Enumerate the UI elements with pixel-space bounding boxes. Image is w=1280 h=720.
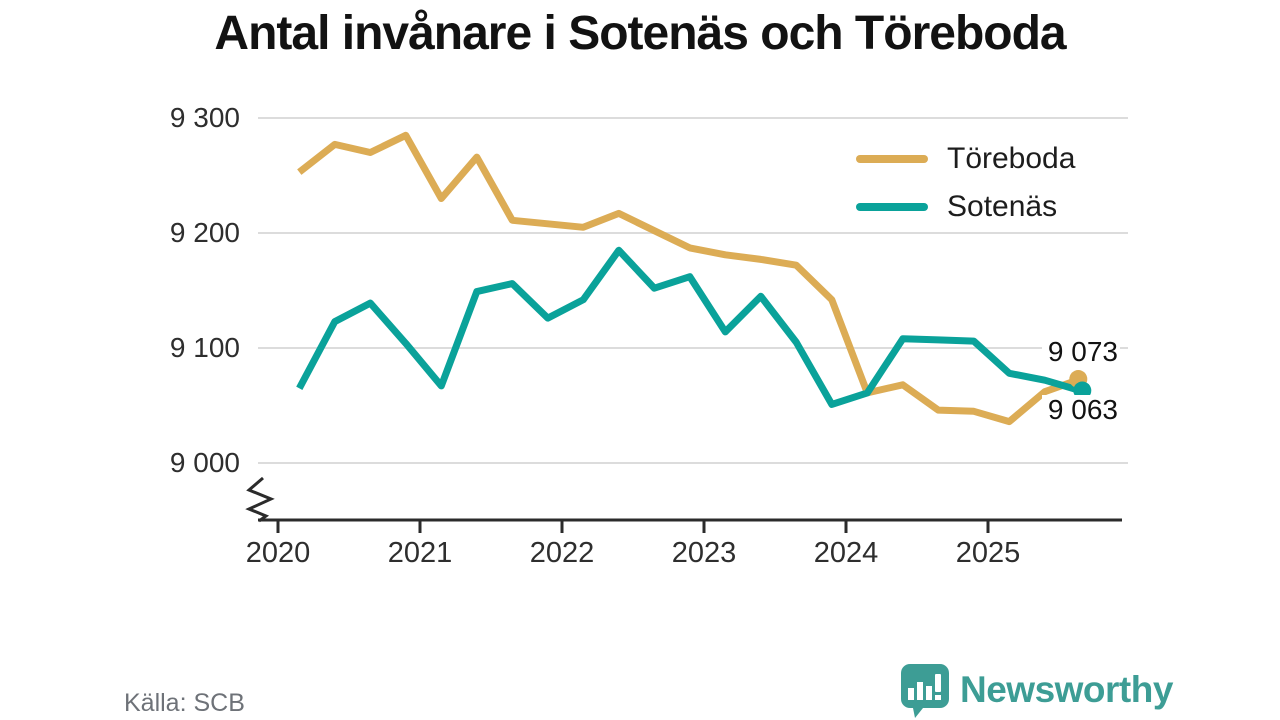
- legend-item-sotenas: Sotenäs: [856, 191, 1075, 222]
- y-axis-break-icon: [245, 476, 275, 523]
- sotenas-end-value-label: 9 063: [1042, 395, 1120, 425]
- legend-item-toreboda: Töreboda: [856, 143, 1075, 174]
- series-line-sotenas: [296, 246, 1082, 408]
- x-axis-label-2023: 2023: [671, 537, 737, 569]
- y-axis-label-9100: 9 100: [169, 332, 240, 363]
- newsworthy-logo-icon: [901, 664, 949, 718]
- y-axis-label-9000: 9 000: [169, 447, 240, 478]
- sotenas-line-swatch: [856, 202, 928, 211]
- toreboda-end-value-label: 9 073: [1042, 337, 1120, 367]
- newsworthy-logo: Newsworthy: [898, 662, 1173, 718]
- series-line-toreboda: [297, 131, 1082, 426]
- source-attribution: Källa: SCB: [124, 689, 245, 717]
- chart-legend: Töreboda Sotenäs: [856, 143, 1075, 222]
- newsworthy-logo-text: Newsworthy: [960, 669, 1173, 710]
- toreboda-line-swatch: [856, 154, 928, 163]
- x-axis-label-2022: 2022: [529, 537, 595, 569]
- legend-label-sotenas: Sotenäs: [947, 190, 1058, 223]
- y-axis-label-9300: 9 300: [169, 102, 240, 133]
- x-axis-label-2021: 2021: [387, 537, 453, 569]
- y-axis-label-9200: 9 200: [169, 217, 240, 248]
- x-axis-label-2020: 2020: [245, 537, 311, 569]
- legend-label-toreboda: Töreboda: [947, 142, 1076, 175]
- chart-title: Antal invånare i Sotenäs och Töreboda: [214, 7, 1066, 60]
- x-axis-label-2025: 2025: [955, 537, 1021, 569]
- x-axis-label-2024: 2024: [813, 537, 879, 569]
